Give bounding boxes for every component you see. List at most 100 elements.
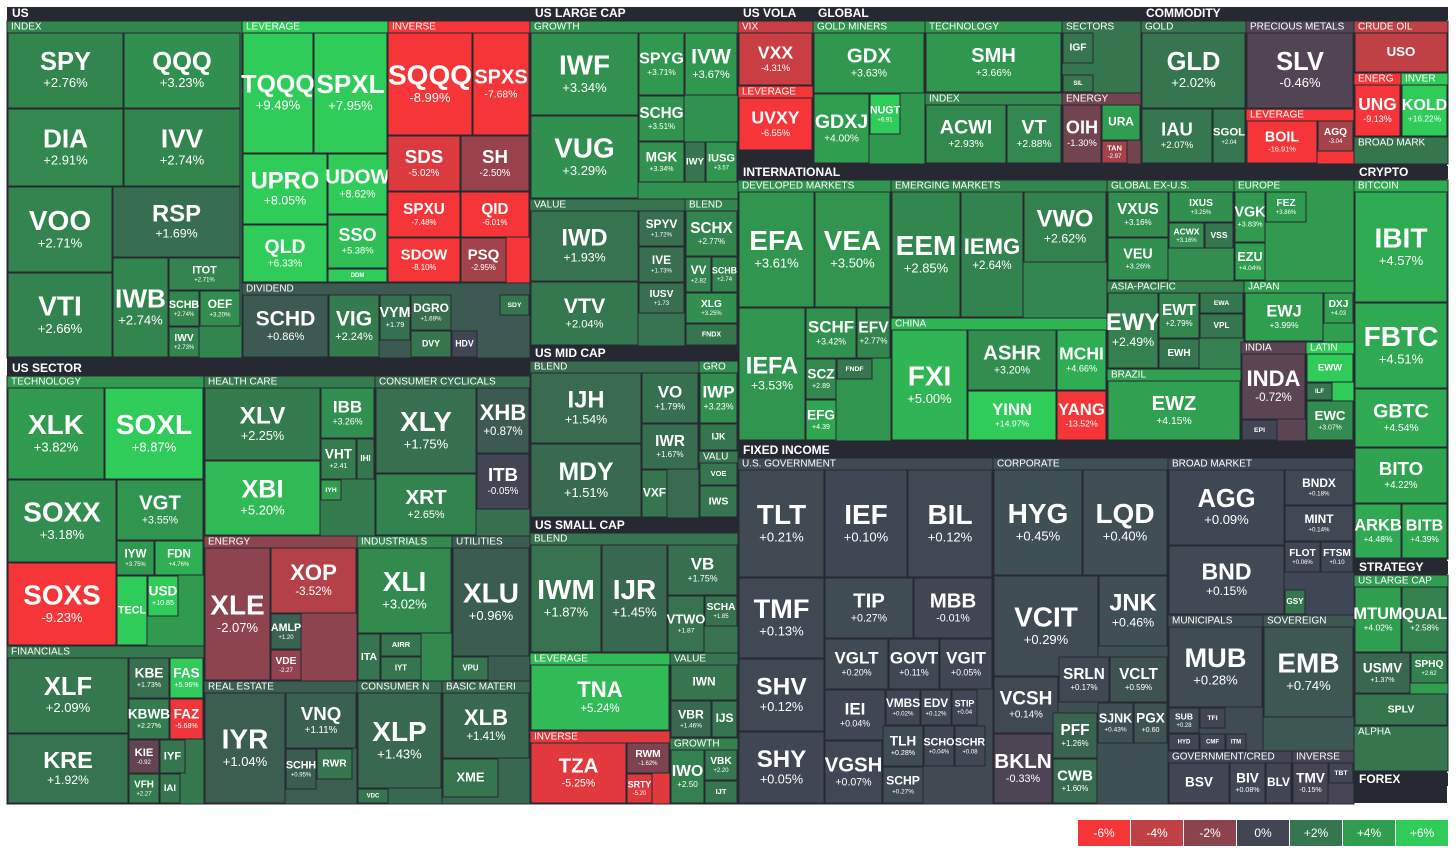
etf-tile (442, 758, 499, 798)
ticker: TLT (757, 499, 806, 530)
group-title: GRO (703, 362, 726, 373)
change-label: +1.73 (654, 301, 670, 307)
group-title: INVER (1405, 74, 1436, 85)
ticker: VYM (380, 305, 411, 321)
change-label: +2.93% (948, 139, 983, 150)
section-header (1141, 7, 1448, 20)
ticker: VB (691, 555, 715, 574)
change-label: +8.62% (339, 188, 376, 200)
ticker: XOP (290, 560, 337, 585)
group-title: HEALTH CARE (208, 377, 278, 388)
etf-tile (7, 657, 129, 734)
ticker: PFF (1061, 722, 1090, 739)
ticker: SHV (756, 674, 807, 701)
etf-tile (313, 32, 388, 154)
ticker: QUAL (1402, 605, 1448, 623)
change-label: +1.26% (1061, 739, 1088, 748)
change-label: +4.39% (1410, 534, 1439, 544)
ticker: MINT (1304, 512, 1334, 526)
change-label: +3.25% (701, 311, 722, 317)
etf-tile (960, 191, 1024, 318)
etf-tile (116, 575, 148, 646)
change-label: +2.62 (1421, 671, 1437, 677)
ticker: FAZ (174, 707, 200, 722)
ticker: EDV (924, 696, 949, 710)
etf-tile (882, 766, 924, 804)
ticker: VGIT (946, 649, 986, 668)
etf-tile (913, 577, 993, 639)
ticker: IJH (567, 387, 604, 414)
ticker: DVY (422, 338, 440, 348)
etf-tile (1199, 733, 1226, 751)
change-label: +0.10 (1329, 560, 1345, 566)
group-title: VALUE (674, 654, 706, 665)
ticker: SCHG (639, 105, 683, 122)
etf-tile (869, 93, 901, 135)
etf-tile (1354, 191, 1448, 303)
etf-tile (711, 256, 738, 293)
legend-label: +4% (1357, 826, 1382, 840)
ticker: SCZ (807, 367, 834, 382)
etf-tile (1284, 541, 1321, 573)
etf-tile (380, 656, 422, 681)
etf-tile (320, 479, 342, 501)
etf-tile (882, 725, 924, 767)
ticker: QLD (265, 236, 306, 258)
legend-swatch (1184, 820, 1236, 846)
change-label: +1.73% (651, 268, 673, 275)
change-label: +1.67% (656, 450, 683, 459)
ticker: VEA (824, 225, 882, 256)
legend-swatch (1396, 820, 1448, 846)
etf-tile (1292, 762, 1329, 804)
change-label: +0.14% (1009, 710, 1043, 721)
ticker: VGLT (834, 649, 879, 668)
ticker: TMV (1296, 771, 1325, 786)
ticker: GDX (847, 46, 892, 68)
change-label: +2.71% (38, 235, 83, 250)
etf-tile (1265, 762, 1292, 804)
group-title: GOLD MINERS (817, 22, 887, 33)
change-label: +2.91% (43, 153, 88, 168)
ticker: VCIT (1014, 601, 1078, 632)
ticker: HDV (455, 338, 474, 348)
change-label: +3.67% (692, 69, 730, 81)
etf-tile (1265, 191, 1307, 223)
etf-tile (667, 544, 738, 596)
ticker: IVV (161, 123, 204, 153)
change-label: +0.43% (1104, 726, 1126, 733)
ticker: XLV (240, 403, 286, 430)
section-title: FIXED INCOME (743, 443, 830, 457)
ticker: ARKB (1354, 517, 1402, 535)
change-label: +1.41% (466, 731, 505, 743)
etf-tile (1354, 693, 1448, 726)
ticker: SUB (1175, 711, 1193, 721)
change-label: -0.33% (1006, 773, 1041, 785)
change-label: +3.23% (160, 75, 205, 90)
ticker: VUG (554, 132, 614, 163)
etf-tile (1263, 626, 1354, 718)
change-label: +0.96% (469, 608, 514, 623)
etf-tile (7, 479, 117, 563)
ticker: XLY (400, 406, 452, 437)
ticker: VV (691, 263, 707, 277)
group-title: INDIA (1245, 343, 1272, 354)
change-label: -16.91% (1268, 145, 1296, 154)
group-title: LEVERAGE (246, 22, 300, 33)
group-title: GROWTH (674, 739, 720, 750)
ticker: SCHB (712, 265, 737, 275)
change-label: +1.87% (544, 604, 589, 619)
etf-tile (1284, 589, 1306, 615)
etf-tile (168, 290, 200, 327)
legend-label: +6% (1410, 826, 1435, 840)
etf-tile (380, 633, 422, 657)
group-area (1353, 725, 1449, 772)
etf-tile (1101, 104, 1141, 141)
etf-tile (1082, 469, 1168, 576)
change-label: +0.60 (1142, 726, 1160, 734)
group-title: CONSUMER N (361, 682, 429, 693)
ticker: XLB (464, 705, 508, 730)
etf-tile (638, 95, 685, 142)
etf-tile (460, 237, 507, 283)
ticker: SH (482, 146, 508, 167)
etf-tile (670, 749, 705, 804)
